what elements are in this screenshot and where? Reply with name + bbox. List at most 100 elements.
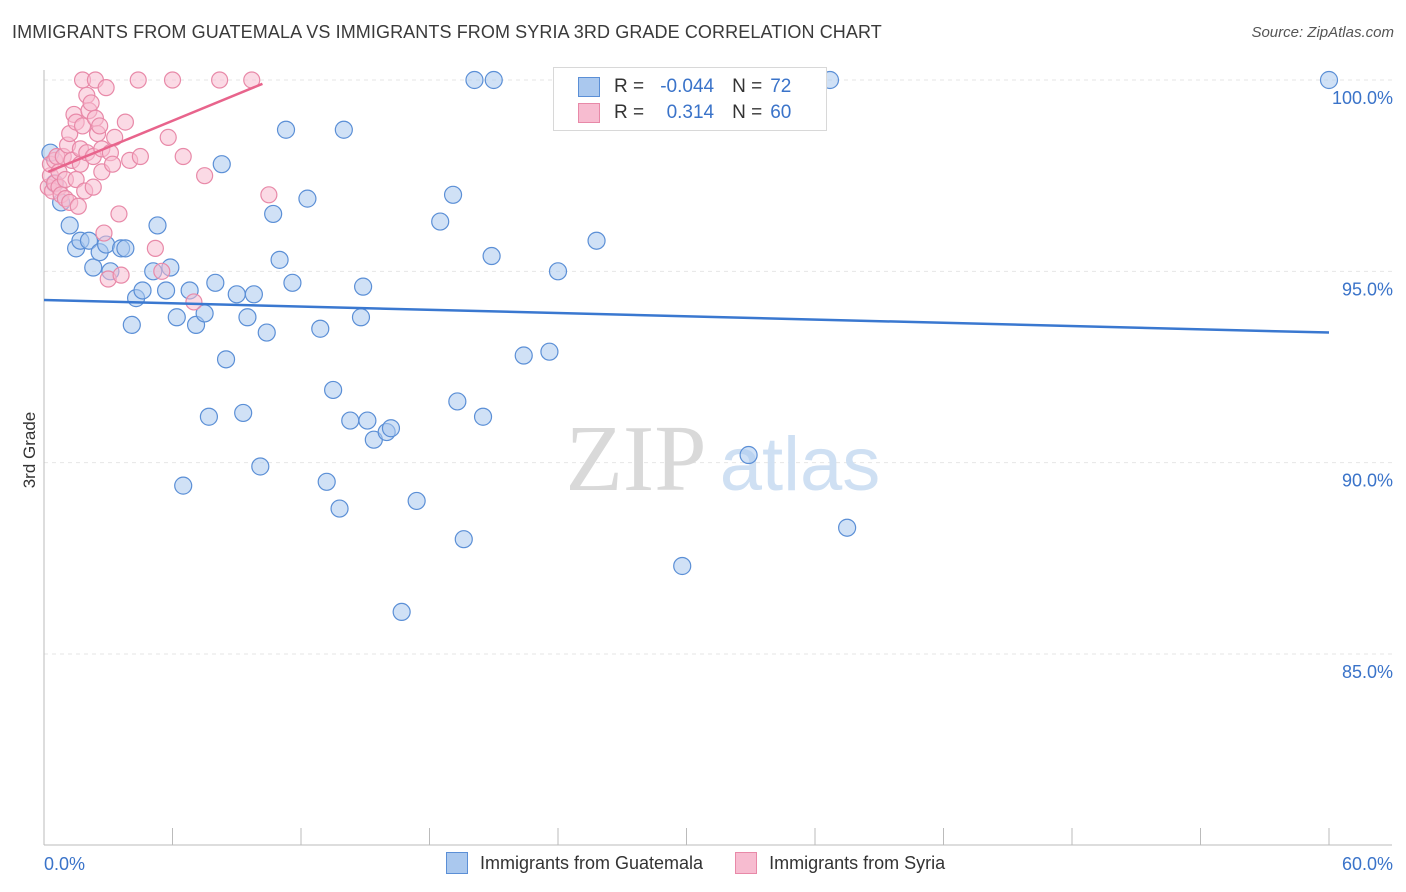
data-point bbox=[381, 419, 401, 438]
trend-line-guatemala bbox=[43, 298, 1330, 334]
legend-r-value: 0.314 bbox=[666, 102, 715, 123]
data-point bbox=[174, 476, 193, 495]
data-point bbox=[443, 185, 463, 204]
data-point bbox=[298, 189, 317, 208]
data-point bbox=[465, 70, 484, 90]
data-point bbox=[199, 407, 219, 426]
data-point bbox=[148, 216, 167, 235]
legend-row-syria: R = 0.314 N = 60 bbox=[578, 101, 791, 125]
data-point bbox=[129, 71, 147, 89]
data-point bbox=[341, 411, 360, 430]
legend-label-syria: Immigrants from Syria bbox=[769, 852, 946, 873]
data-point bbox=[257, 323, 276, 342]
data-point bbox=[163, 71, 182, 89]
data-point bbox=[73, 117, 92, 135]
x-tick-label: 60.0% bbox=[1342, 854, 1393, 874]
data-point bbox=[216, 350, 236, 369]
data-point bbox=[454, 530, 473, 549]
data-point bbox=[448, 392, 467, 411]
legend-r-label: R = bbox=[614, 76, 645, 97]
data-point bbox=[392, 602, 411, 622]
data-point bbox=[174, 147, 192, 166]
data-point bbox=[196, 167, 214, 185]
data-point bbox=[211, 71, 229, 89]
legend-n-value: 72 bbox=[770, 76, 792, 97]
trend-lines bbox=[43, 82, 1330, 334]
legend-n-label: N = bbox=[732, 102, 763, 123]
legend-row-guatemala: R = -0.044 N = 72 bbox=[578, 75, 791, 99]
stats-legend: R = -0.044 N = 72 R = 0.314 N = 60 bbox=[553, 67, 827, 131]
watermark-atlas: atlas bbox=[720, 422, 881, 507]
data-point bbox=[185, 293, 203, 311]
series-legend: Immigrants from Guatemala Immigrants fro… bbox=[446, 852, 977, 874]
data-point bbox=[260, 186, 278, 204]
data-point bbox=[60, 216, 79, 235]
source-label: Source: ZipAtlas.com bbox=[1251, 24, 1394, 41]
grid-lines bbox=[44, 79, 1392, 655]
data-point bbox=[112, 266, 130, 284]
data-point bbox=[673, 556, 692, 576]
trend-line-syria bbox=[47, 82, 263, 173]
data-point bbox=[69, 197, 87, 215]
data-point bbox=[251, 457, 270, 476]
data-point bbox=[84, 178, 102, 196]
data-point bbox=[1319, 70, 1339, 90]
data-point bbox=[84, 258, 103, 277]
series-syria-points bbox=[39, 71, 278, 311]
data-point bbox=[548, 262, 568, 281]
data-point bbox=[103, 155, 122, 173]
data-point bbox=[587, 231, 606, 250]
data-point bbox=[514, 346, 533, 365]
data-point bbox=[473, 407, 493, 426]
data-point bbox=[407, 491, 426, 511]
legend-n-label: N = bbox=[732, 76, 763, 97]
data-point bbox=[153, 262, 171, 280]
data-point bbox=[540, 342, 559, 361]
data-point bbox=[156, 281, 176, 300]
data-point bbox=[276, 120, 296, 139]
y-tick-label: 100.0% bbox=[1332, 88, 1393, 108]
legend-item-guatemala[interactable]: Immigrants from Guatemala bbox=[446, 852, 703, 874]
data-point bbox=[283, 273, 302, 292]
data-point bbox=[317, 472, 336, 491]
data-point bbox=[234, 403, 253, 423]
data-point bbox=[238, 308, 257, 327]
data-point bbox=[146, 239, 164, 257]
legend-item-syria[interactable]: Immigrants from Syria bbox=[735, 852, 945, 874]
data-point bbox=[122, 315, 141, 335]
data-point bbox=[334, 120, 353, 139]
data-point bbox=[206, 273, 225, 292]
data-point bbox=[244, 285, 263, 304]
watermark-zip: ZIP bbox=[566, 407, 707, 511]
data-point bbox=[358, 411, 377, 430]
data-point bbox=[97, 79, 115, 97]
data-point bbox=[167, 308, 186, 327]
data-point bbox=[264, 204, 283, 224]
data-point bbox=[324, 380, 343, 400]
data-point bbox=[82, 94, 100, 112]
data-point bbox=[354, 277, 373, 296]
data-point bbox=[116, 239, 135, 258]
data-point bbox=[431, 212, 450, 231]
legend-n-value: 60 bbox=[770, 102, 792, 123]
data-point bbox=[482, 246, 501, 266]
data-point bbox=[159, 128, 177, 146]
data-point bbox=[116, 113, 134, 131]
x-tick-label: 0.0% bbox=[44, 854, 85, 874]
legend-swatch-guatemala bbox=[578, 77, 600, 97]
tick-labels: 85.0% 90.0% 95.0% 100.0% 0.0% 60.0% bbox=[44, 88, 1393, 874]
data-point bbox=[79, 231, 99, 250]
axes bbox=[43, 70, 1392, 846]
data-point bbox=[311, 319, 330, 338]
series-guatemala-points bbox=[41, 70, 1339, 622]
data-point bbox=[838, 518, 857, 537]
y-tick-label: 85.0% bbox=[1342, 662, 1393, 682]
legend-label-guatemala: Immigrants from Guatemala bbox=[480, 852, 704, 873]
legend-swatch-syria bbox=[578, 103, 600, 123]
data-point bbox=[227, 285, 246, 304]
data-point bbox=[270, 250, 289, 269]
data-point bbox=[131, 147, 149, 166]
data-point bbox=[91, 117, 109, 135]
y-tick-label: 95.0% bbox=[1342, 279, 1393, 299]
